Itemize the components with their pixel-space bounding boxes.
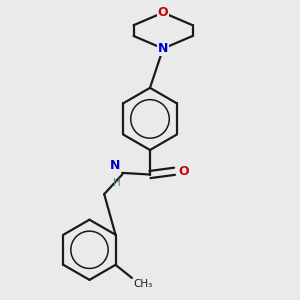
Text: N: N bbox=[158, 42, 168, 55]
Text: O: O bbox=[158, 6, 168, 19]
Text: CH₃: CH₃ bbox=[134, 279, 153, 289]
Text: N: N bbox=[110, 159, 121, 172]
Text: O: O bbox=[179, 165, 189, 178]
Text: H: H bbox=[113, 178, 121, 188]
Text: N: N bbox=[158, 42, 168, 55]
